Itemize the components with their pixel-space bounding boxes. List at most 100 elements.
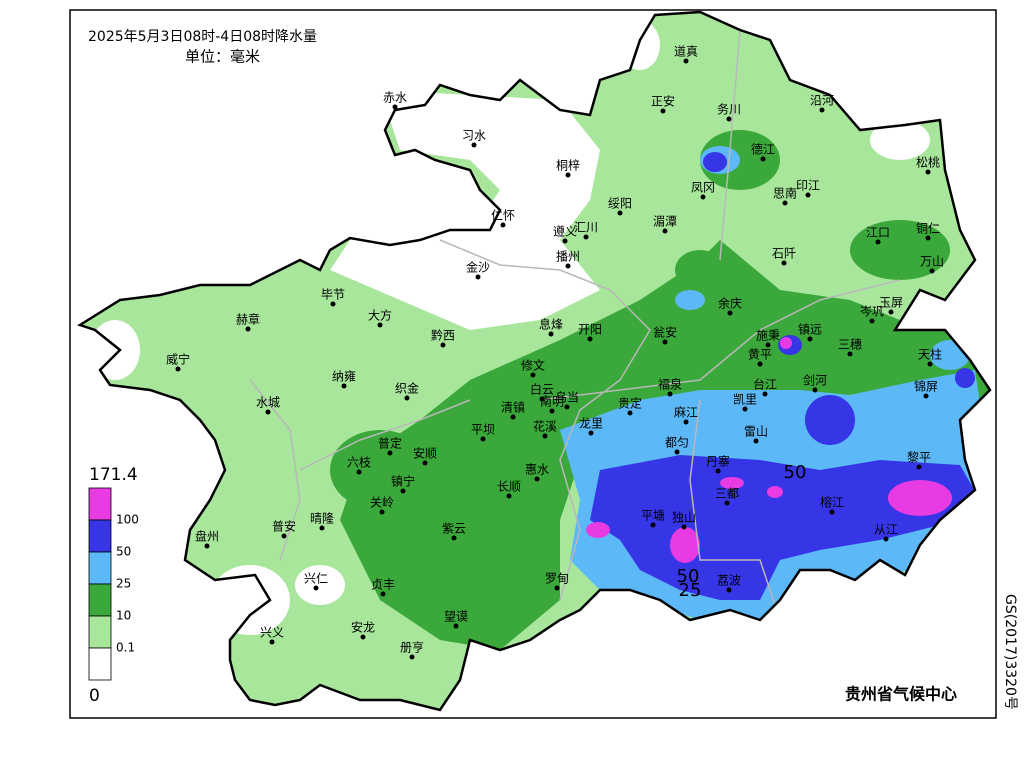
station-dot bbox=[875, 239, 881, 245]
station-dot bbox=[888, 309, 894, 315]
station-label: 石阡 bbox=[772, 246, 796, 261]
station-dot bbox=[281, 533, 287, 539]
station-label: 湄潭 bbox=[653, 215, 677, 229]
legend-label: 0.1 bbox=[116, 641, 135, 655]
legend-label: 10 bbox=[116, 609, 131, 623]
station-label: 镇远 bbox=[798, 323, 822, 337]
rain-area bbox=[720, 477, 744, 489]
station-label: 独山 bbox=[672, 511, 696, 525]
station-label: 兴义 bbox=[260, 626, 284, 640]
station-label: 德江 bbox=[751, 142, 775, 157]
rain-area bbox=[340, 240, 990, 650]
station-dot bbox=[565, 172, 571, 178]
station-dot bbox=[760, 156, 766, 162]
station-label: 乌当 bbox=[555, 390, 579, 405]
station-dot bbox=[404, 395, 410, 401]
station-dot bbox=[204, 543, 210, 549]
station-dot bbox=[471, 142, 477, 148]
station-label: 开阳 bbox=[578, 323, 602, 337]
rain-area bbox=[955, 368, 975, 388]
station-dot bbox=[548, 331, 554, 337]
station-label: 毕节 bbox=[321, 288, 345, 302]
station-dot bbox=[377, 322, 383, 328]
station-label: 镇宁 bbox=[391, 474, 415, 489]
station-label: 白云 bbox=[530, 382, 554, 397]
station-dot bbox=[617, 210, 623, 216]
station-dot bbox=[409, 654, 415, 660]
rain-area bbox=[780, 337, 792, 349]
station-label: 水城 bbox=[256, 396, 280, 410]
station-label: 望谟 bbox=[444, 610, 468, 624]
station-label: 六枝 bbox=[347, 455, 371, 470]
rain-area bbox=[888, 480, 952, 516]
rain-area bbox=[805, 395, 855, 445]
station-dot bbox=[392, 104, 398, 110]
station-label: 平坝 bbox=[471, 423, 495, 437]
station-dot bbox=[674, 449, 680, 455]
station-dot bbox=[245, 326, 251, 332]
station-label: 从江 bbox=[874, 523, 898, 537]
station-label: 福泉 bbox=[658, 377, 682, 392]
station-label: 正安 bbox=[651, 94, 675, 109]
contour-label: 50 bbox=[784, 462, 807, 483]
station-dot bbox=[805, 192, 811, 198]
station-dot bbox=[534, 476, 540, 482]
station-label: 威宁 bbox=[166, 352, 190, 367]
station-dot bbox=[319, 525, 325, 531]
station-label: 思南 bbox=[773, 186, 797, 201]
station-label: 凯里 bbox=[733, 393, 757, 407]
station-dot bbox=[542, 433, 548, 439]
station-label: 大方 bbox=[368, 308, 392, 323]
station-label: 都匀 bbox=[665, 436, 689, 450]
station-label: 关岭 bbox=[370, 496, 394, 510]
station-label: 印江 bbox=[796, 179, 820, 193]
unit: 单位：毫米 bbox=[185, 48, 260, 66]
station-dot bbox=[330, 301, 336, 307]
side-note: GS(2017)3320号 bbox=[1002, 594, 1018, 710]
station-label: 习水 bbox=[462, 129, 486, 143]
station-dot bbox=[564, 404, 570, 410]
station-dot bbox=[925, 169, 931, 175]
station-dot bbox=[681, 524, 687, 530]
station-label: 修文 bbox=[521, 358, 545, 373]
station-label: 普安 bbox=[272, 519, 296, 534]
rain-area bbox=[767, 486, 783, 498]
station-label: 三穗 bbox=[838, 338, 862, 352]
station-dot bbox=[757, 361, 763, 367]
station-dot bbox=[341, 383, 347, 389]
rain-area bbox=[675, 290, 705, 310]
station-dot bbox=[356, 469, 362, 475]
station-dot bbox=[175, 366, 181, 372]
station-label: 瓮安 bbox=[653, 325, 677, 340]
station-dot bbox=[475, 274, 481, 280]
station-label: 天柱 bbox=[918, 347, 942, 362]
station-dot bbox=[727, 310, 733, 316]
station-dot bbox=[554, 585, 560, 591]
station-label: 花溪 bbox=[533, 419, 557, 434]
rain-area bbox=[586, 522, 610, 538]
legend-label: 25 bbox=[116, 577, 131, 591]
station-label: 岑巩 bbox=[860, 305, 884, 319]
station-label: 桐梓 bbox=[556, 158, 580, 173]
station-label: 金沙 bbox=[466, 260, 490, 275]
station-dot bbox=[662, 339, 668, 345]
station-dot bbox=[847, 351, 853, 357]
station-dot bbox=[627, 410, 633, 416]
station-label: 汇川 bbox=[574, 221, 598, 235]
station-dot bbox=[530, 372, 536, 378]
station-label: 播州 bbox=[556, 250, 580, 264]
legend-swatch bbox=[88, 615, 112, 649]
station-label: 余庆 bbox=[718, 296, 742, 311]
station-dot bbox=[313, 585, 319, 591]
station-dot bbox=[724, 500, 730, 506]
legend-swatch bbox=[88, 519, 112, 553]
station-dot bbox=[715, 468, 721, 474]
station-dot bbox=[925, 235, 931, 241]
rain-area bbox=[430, 570, 510, 630]
station-label: 遵义 bbox=[553, 224, 577, 239]
station-label: 江口 bbox=[866, 226, 890, 240]
station-dot bbox=[506, 493, 512, 499]
station-label: 罗甸 bbox=[545, 572, 569, 586]
